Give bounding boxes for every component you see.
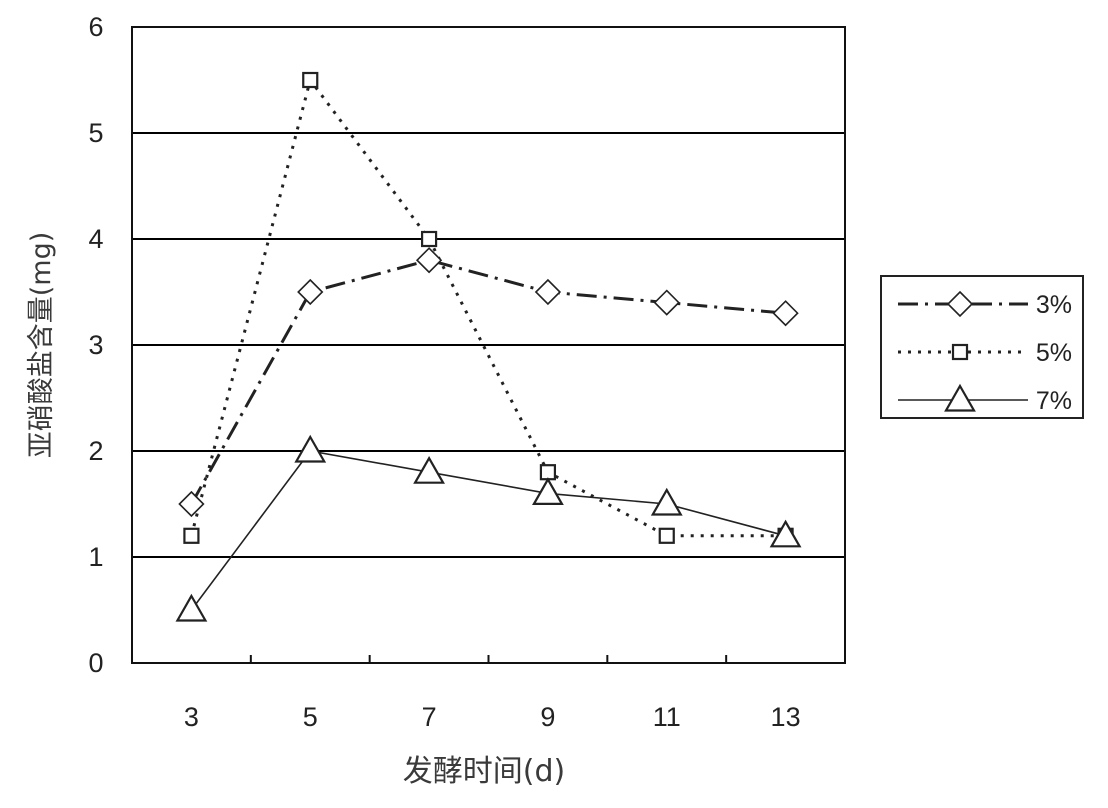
data-point bbox=[302, 71, 319, 89]
data-point bbox=[294, 434, 327, 463]
series-markers bbox=[175, 71, 802, 622]
legend: 3% 5% 7% bbox=[880, 275, 1084, 419]
x-tick-label: 11 bbox=[653, 702, 681, 732]
data-point bbox=[178, 490, 205, 518]
series-lines bbox=[189, 76, 786, 611]
legend-marker bbox=[946, 290, 974, 318]
legend-marker bbox=[951, 343, 969, 361]
data-point bbox=[650, 487, 683, 516]
data-point bbox=[534, 278, 562, 306]
series-line bbox=[189, 76, 786, 538]
data-point bbox=[653, 289, 680, 316]
data-point bbox=[532, 477, 564, 505]
data-point bbox=[413, 455, 445, 484]
data-point bbox=[415, 247, 443, 274]
legend-label: 5% bbox=[1036, 339, 1072, 367]
legend-marker bbox=[944, 383, 976, 412]
y-tick-label: 1 bbox=[88, 542, 103, 572]
grid-lines bbox=[132, 132, 845, 558]
legend-box bbox=[880, 275, 1084, 419]
data-point bbox=[539, 464, 557, 481]
y-tick-label: 4 bbox=[88, 224, 103, 254]
legend-label: 7% bbox=[1036, 387, 1072, 415]
data-point bbox=[772, 300, 799, 327]
x-tick-label: 9 bbox=[540, 702, 555, 732]
data-point bbox=[420, 230, 438, 248]
series-line bbox=[190, 450, 786, 611]
x-tick-label: 5 bbox=[303, 702, 318, 732]
data-point bbox=[297, 278, 324, 306]
x-tick-label: 3 bbox=[184, 702, 199, 732]
x-axis-title: 发酵时间(d) bbox=[403, 754, 565, 789]
y-tick-label: 2 bbox=[88, 436, 103, 466]
y-axis-ticks: 0 1 2 3 4 5 6 bbox=[88, 12, 103, 678]
data-point bbox=[183, 527, 200, 544]
y-tick-label: 3 bbox=[88, 330, 103, 360]
data-point bbox=[769, 519, 802, 548]
data-point bbox=[658, 527, 675, 544]
y-tick-label: 5 bbox=[88, 118, 103, 148]
x-tick-label: 13 bbox=[771, 702, 801, 732]
y-tick-label: 0 bbox=[88, 648, 103, 678]
legend-label: 3% bbox=[1036, 291, 1072, 319]
series-line bbox=[190, 258, 786, 505]
x-axis-ticks: 3 5 7 9 11 13 bbox=[184, 655, 801, 732]
data-point bbox=[175, 593, 208, 622]
x-tick-label: 7 bbox=[422, 702, 437, 732]
y-axis-title: 亚硝酸盐含量(mg) bbox=[26, 232, 57, 459]
y-tick-label: 6 bbox=[88, 12, 103, 42]
